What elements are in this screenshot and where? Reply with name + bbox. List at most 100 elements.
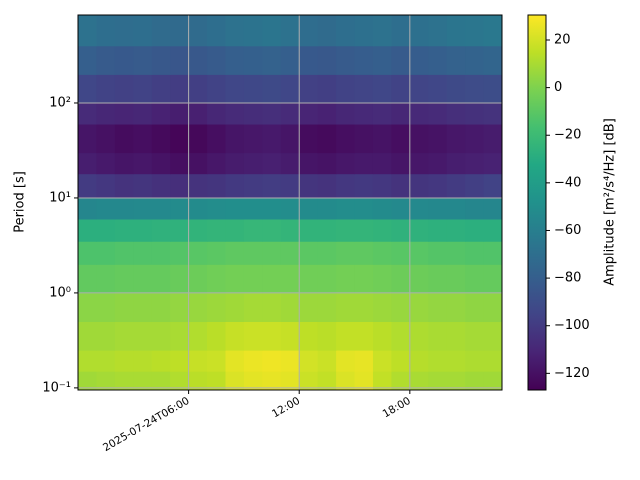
heat-cell bbox=[170, 74, 190, 104]
heat-cell bbox=[96, 241, 116, 265]
heat-cell bbox=[96, 321, 116, 351]
heat-cell bbox=[280, 152, 300, 175]
colorbar-tick-label: −80 bbox=[554, 271, 581, 286]
heat-cell bbox=[225, 45, 245, 75]
heat-cell bbox=[280, 197, 300, 220]
heat-cell bbox=[225, 74, 245, 104]
heat-cell bbox=[262, 152, 282, 175]
heat-cell bbox=[465, 15, 485, 47]
heat-cell bbox=[483, 45, 503, 75]
heat-cell bbox=[336, 264, 356, 294]
heat-cell bbox=[446, 74, 466, 104]
heat-cell bbox=[409, 241, 429, 265]
heat-cell bbox=[280, 173, 300, 199]
heat-cell bbox=[243, 371, 263, 391]
heat-cell bbox=[96, 350, 116, 372]
heat-cell bbox=[372, 74, 392, 104]
heat-cell bbox=[372, 173, 392, 199]
heat-cell bbox=[428, 124, 448, 154]
heat-cell bbox=[114, 124, 134, 154]
heat-cell bbox=[317, 241, 337, 265]
heat-cell bbox=[446, 173, 466, 199]
heat-cell bbox=[188, 45, 208, 75]
heat-cell bbox=[188, 241, 208, 265]
heat-cell bbox=[317, 102, 337, 125]
heat-cell bbox=[372, 371, 392, 391]
heat-cell bbox=[391, 15, 411, 47]
heat-cell bbox=[188, 152, 208, 175]
heat-cell bbox=[262, 321, 282, 351]
heat-cell bbox=[262, 74, 282, 104]
heat-cell bbox=[354, 197, 374, 220]
heat-cell bbox=[151, 219, 171, 242]
heat-cell bbox=[188, 321, 208, 351]
y-tick-label: 10⁰ bbox=[49, 285, 71, 300]
heat-cell bbox=[336, 371, 356, 391]
heat-cell bbox=[243, 124, 263, 154]
heat-cell bbox=[483, 102, 503, 125]
heat-cell bbox=[391, 241, 411, 265]
heat-cell bbox=[207, 124, 226, 154]
heat-cell bbox=[465, 241, 485, 265]
heat-cell bbox=[372, 45, 392, 75]
heat-cell bbox=[465, 371, 485, 391]
heat-cell bbox=[225, 152, 245, 175]
heat-cell bbox=[170, 321, 190, 351]
heat-cell bbox=[409, 321, 429, 351]
heat-cell bbox=[409, 124, 429, 154]
heat-cell bbox=[133, 102, 153, 125]
heat-cell bbox=[114, 371, 134, 391]
heat-cell bbox=[188, 15, 208, 47]
heat-cell bbox=[96, 371, 116, 391]
heat-cell bbox=[96, 219, 116, 242]
heat-cell bbox=[280, 124, 300, 154]
heat-cell bbox=[299, 241, 319, 265]
heat-cell bbox=[225, 219, 245, 242]
heat-cell bbox=[299, 124, 319, 154]
heat-cell bbox=[262, 102, 282, 125]
y-tick-label: 10⁻¹ bbox=[42, 380, 71, 395]
heat-cell bbox=[151, 45, 171, 75]
heat-cell bbox=[465, 321, 485, 351]
heat-cell bbox=[170, 371, 190, 391]
heat-cell bbox=[336, 350, 356, 372]
heat-cell bbox=[151, 197, 171, 220]
heat-cell bbox=[299, 74, 319, 104]
heat-cell bbox=[207, 350, 226, 372]
heat-cell bbox=[151, 292, 171, 323]
heat-cell bbox=[78, 241, 97, 265]
heat-cell bbox=[280, 241, 300, 265]
heat-cell bbox=[243, 350, 263, 372]
heat-cell bbox=[225, 15, 245, 47]
colorbar-label: Amplitude [m²/s⁴/Hz] [dB] bbox=[603, 118, 618, 286]
colorbar-tick-label: 20 bbox=[554, 33, 571, 48]
heat-cell bbox=[114, 197, 134, 220]
heat-cell bbox=[428, 45, 448, 75]
heat-cell bbox=[483, 74, 503, 104]
heat-cell bbox=[243, 292, 263, 323]
heat-cell bbox=[446, 350, 466, 372]
heat-cell bbox=[243, 45, 263, 75]
heat-cell bbox=[354, 321, 374, 351]
heat-cell bbox=[207, 197, 226, 220]
heat-cell bbox=[483, 371, 503, 391]
heat-cell bbox=[372, 124, 392, 154]
heat-cell bbox=[465, 264, 485, 294]
heat-cell bbox=[114, 74, 134, 104]
heat-cell bbox=[483, 197, 503, 220]
heat-cell bbox=[151, 350, 171, 372]
heat-cell bbox=[151, 264, 171, 294]
heat-cell bbox=[336, 124, 356, 154]
heat-cell bbox=[170, 173, 190, 199]
heat-cell bbox=[354, 292, 374, 323]
heat-cell bbox=[96, 292, 116, 323]
heat-cell bbox=[317, 219, 337, 242]
heat-cell bbox=[170, 152, 190, 175]
heat-cell bbox=[262, 219, 282, 242]
heat-cell bbox=[446, 152, 466, 175]
heat-cell bbox=[170, 350, 190, 372]
heat-cell bbox=[446, 292, 466, 323]
heat-cell bbox=[483, 173, 503, 199]
heat-cell bbox=[243, 264, 263, 294]
heat-cell bbox=[299, 45, 319, 75]
